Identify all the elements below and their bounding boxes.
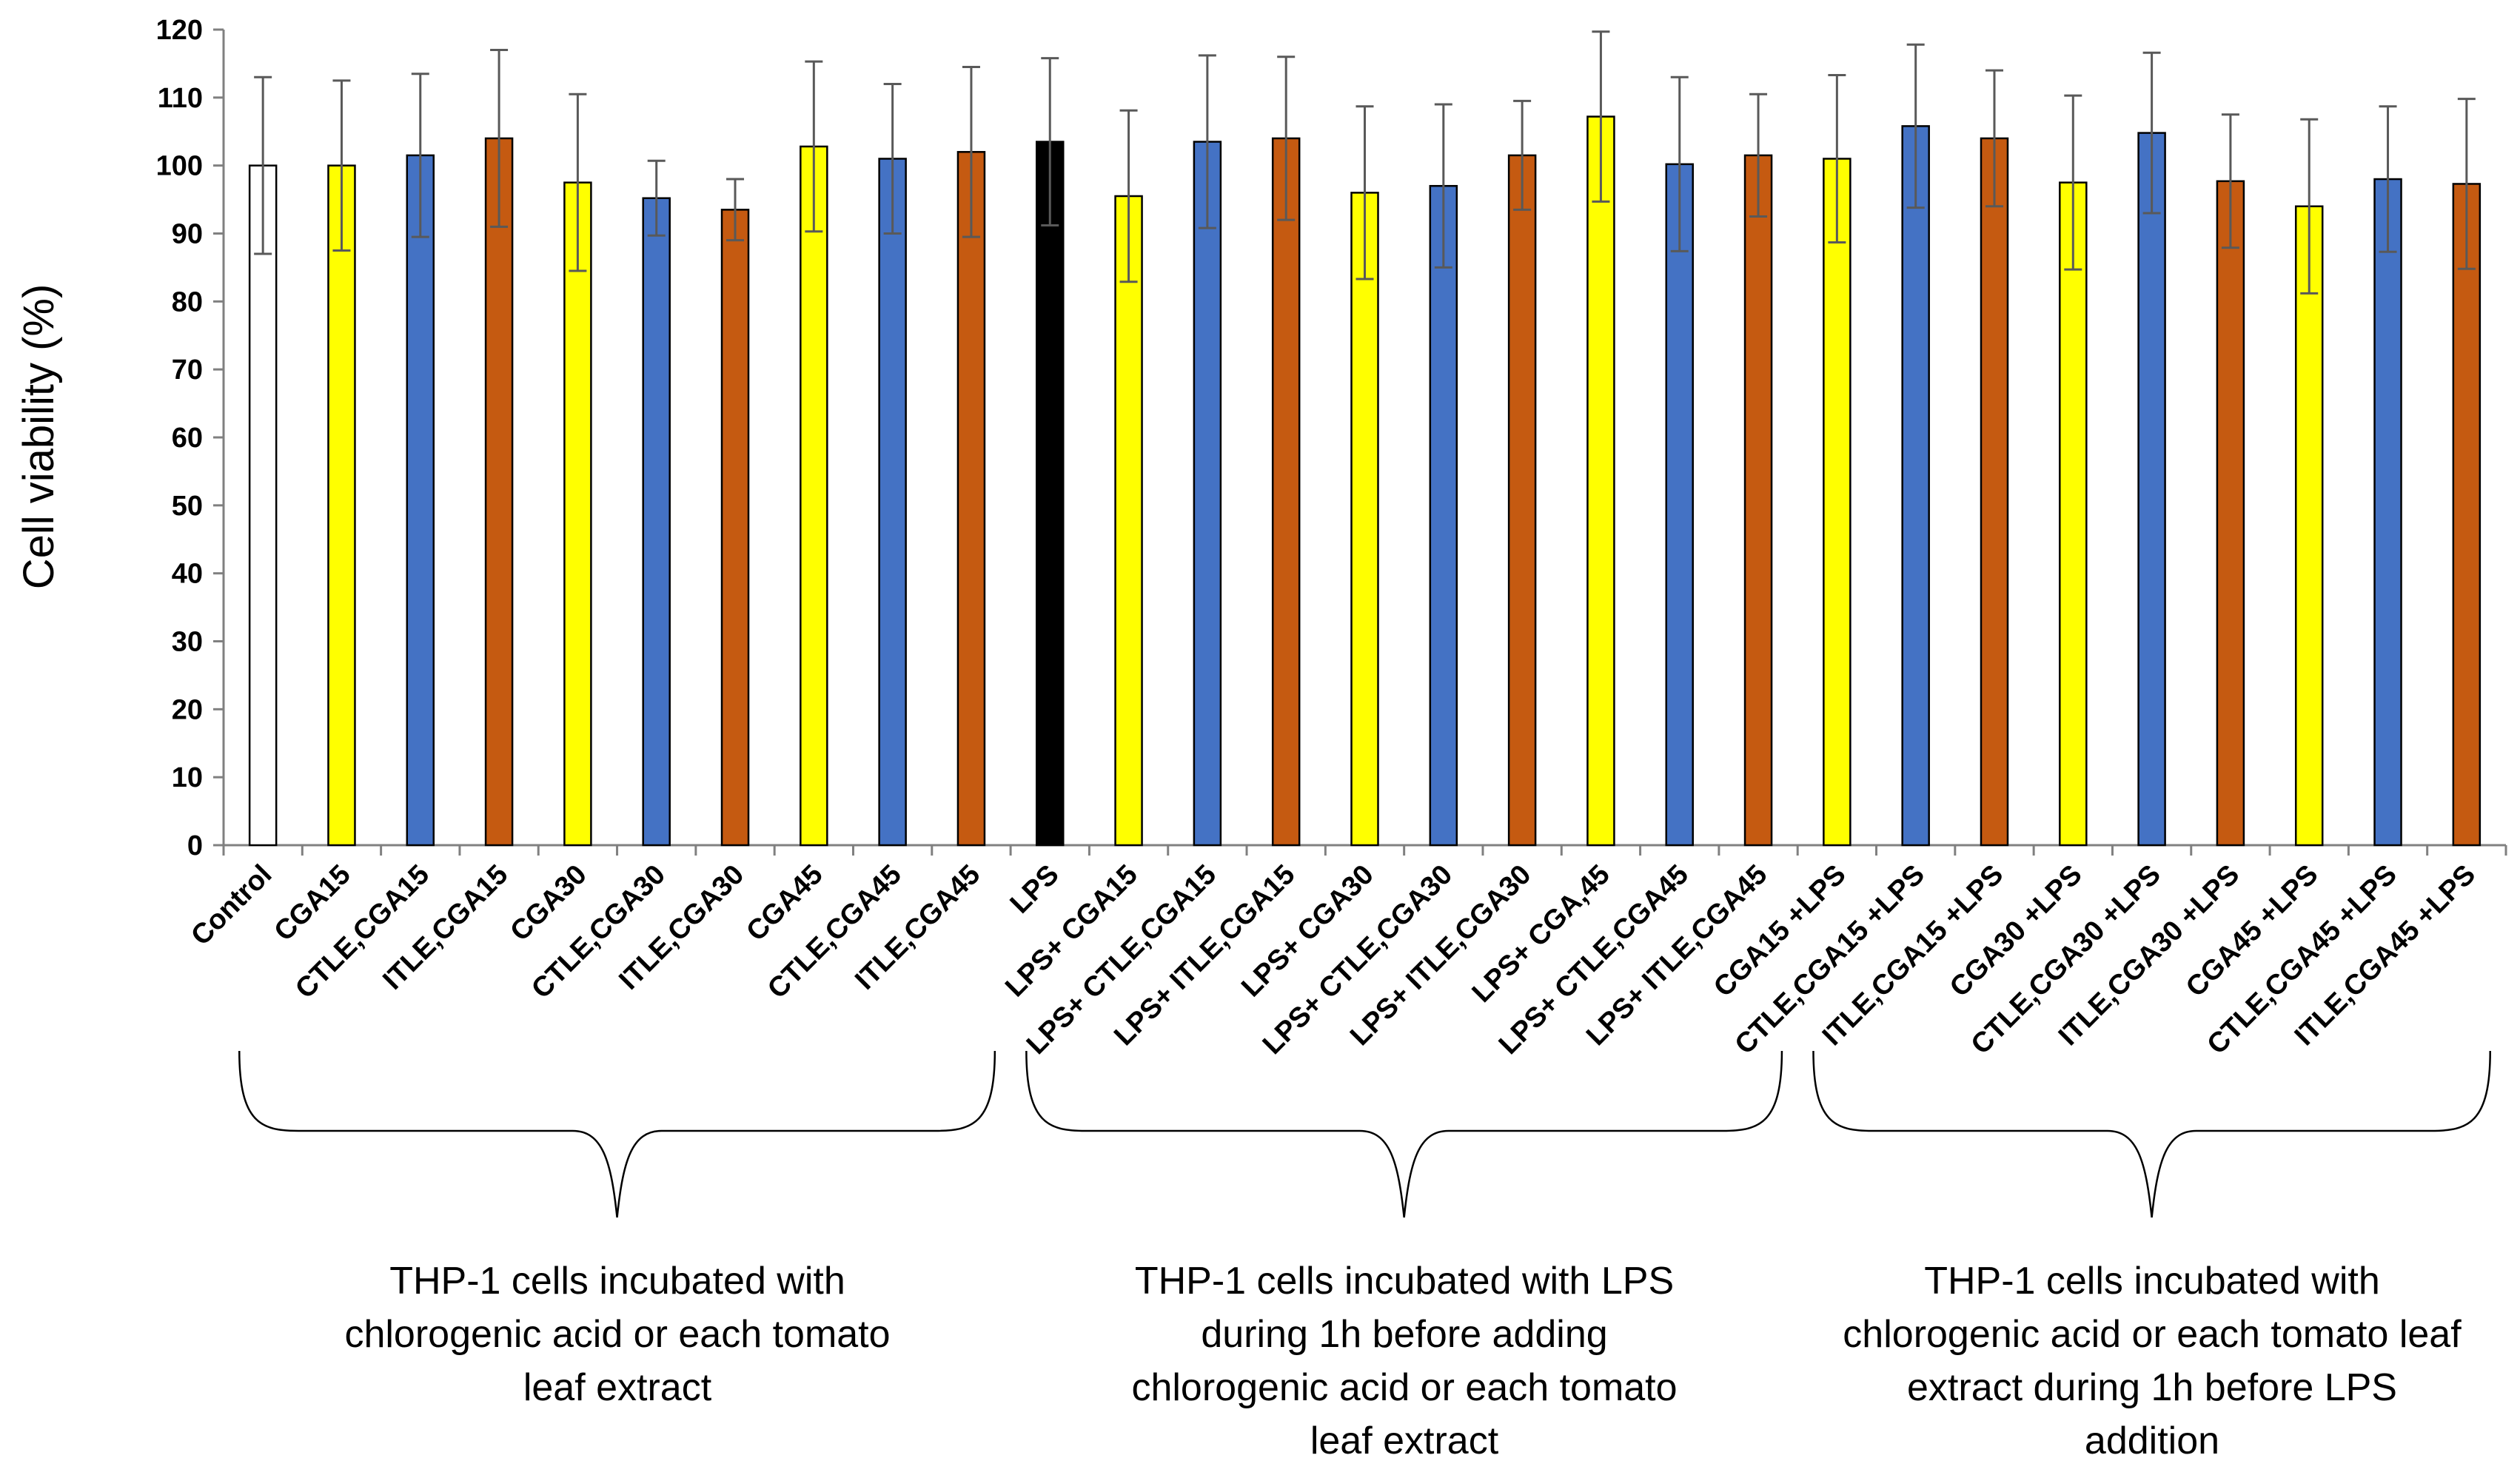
bar: [406, 154, 435, 847]
group-caption-line: leaf extract: [1310, 1419, 1499, 1462]
group-caption: THP-1 cells incubated with LPS during 1h …: [1042, 1254, 1767, 1468]
bar: [1743, 154, 1773, 847]
bars: [248, 115, 2482, 847]
x-tick-label: Control: [185, 859, 278, 952]
x-tick-label: CTLE,CGA15: [289, 859, 435, 1005]
group-caption: THP-1 cells incubated with chlorogenic ac…: [1789, 1254, 2515, 1468]
x-tick-label: CTLE,CGA45: [762, 859, 908, 1005]
bar: [1350, 192, 1379, 847]
group-caption-line: THP-1 cells incubated with LPS: [1134, 1260, 1675, 1303]
bar: [2216, 180, 2245, 847]
bar: [2137, 132, 2166, 847]
y-tick-label: 120: [156, 15, 203, 46]
y-tick-label: 80: [172, 286, 203, 317]
bar: [878, 158, 907, 847]
y-tick-label: 20: [172, 694, 203, 725]
bar: [1901, 125, 1930, 847]
group-caption-line: THP-1 cells incubated with: [389, 1260, 845, 1303]
bar: [956, 151, 986, 847]
y-tick-label: 60: [172, 423, 203, 454]
bar: [2294, 205, 2324, 847]
bar: [1036, 141, 1065, 847]
group-caption-line: leaf extract: [523, 1366, 712, 1409]
x-tick-label: LPS: [1005, 859, 1065, 920]
bar: [1665, 163, 1694, 847]
bar: [1429, 184, 1458, 847]
bar: [1114, 195, 1143, 847]
bar: [248, 164, 278, 847]
bar: [1507, 154, 1537, 847]
x-tick-label: LPS+ CGA,45: [1467, 859, 1616, 1009]
group-caption-line: extract during 1h before LPS: [1907, 1366, 2397, 1409]
group-caption-line: THP-1 cells incubated with: [1924, 1260, 2380, 1303]
bar: [1193, 141, 1222, 847]
y-axis-title: Cell viability (%): [15, 284, 63, 590]
bar: [800, 145, 828, 847]
group-caption-line: during 1h before adding: [1201, 1313, 1608, 1356]
bar: [642, 197, 671, 847]
bar: [1980, 137, 2009, 847]
y-tick-label: 10: [172, 762, 203, 793]
group-brace: [238, 1050, 996, 1218]
group-brace: [1812, 1050, 2491, 1218]
error-bars: [254, 30, 2476, 295]
x-axis-labels: ControlCGA15CTLE,CGA15ITLE,CGA15CGA30CTL…: [185, 859, 2482, 1061]
group-braces: [238, 1050, 2491, 1218]
group-caption-line: addition: [2084, 1419, 2220, 1462]
y-tick-label: 50: [172, 491, 203, 522]
y-tick-label: 0: [187, 830, 203, 861]
bar: [1586, 115, 1615, 847]
y-tick-label: 100: [156, 151, 203, 182]
y-tick-label: 90: [172, 219, 203, 250]
y-axis: 0 10 20 30 40 50 60 70 80 90 100 110 120: [156, 15, 2507, 861]
group-caption-line: chlorogenic acid or each tomato: [1131, 1366, 1678, 1409]
group-brace: [1025, 1050, 1783, 1218]
bar: [2059, 181, 2088, 847]
y-tick-label: 30: [172, 627, 203, 658]
group-caption: THP-1 cells incubated with chlorogenic ac…: [255, 1254, 980, 1414]
bar: [2373, 178, 2402, 847]
bar: [327, 164, 356, 847]
y-tick-label: 40: [172, 559, 203, 590]
x-tick-label: CTLE,CGA30: [526, 859, 671, 1005]
bar: [1271, 137, 1301, 847]
bar: [2452, 183, 2482, 847]
bar: [1823, 158, 1852, 847]
bar: [563, 181, 592, 847]
group-caption-line: chlorogenic acid or each tomato: [344, 1313, 891, 1356]
y-tick-label: 70: [172, 355, 203, 386]
y-tick-label: 110: [158, 83, 203, 114]
bar: [720, 209, 750, 847]
bar: [484, 137, 514, 847]
group-caption-line: chlorogenic acid or each tomato leaf: [1843, 1313, 2462, 1356]
